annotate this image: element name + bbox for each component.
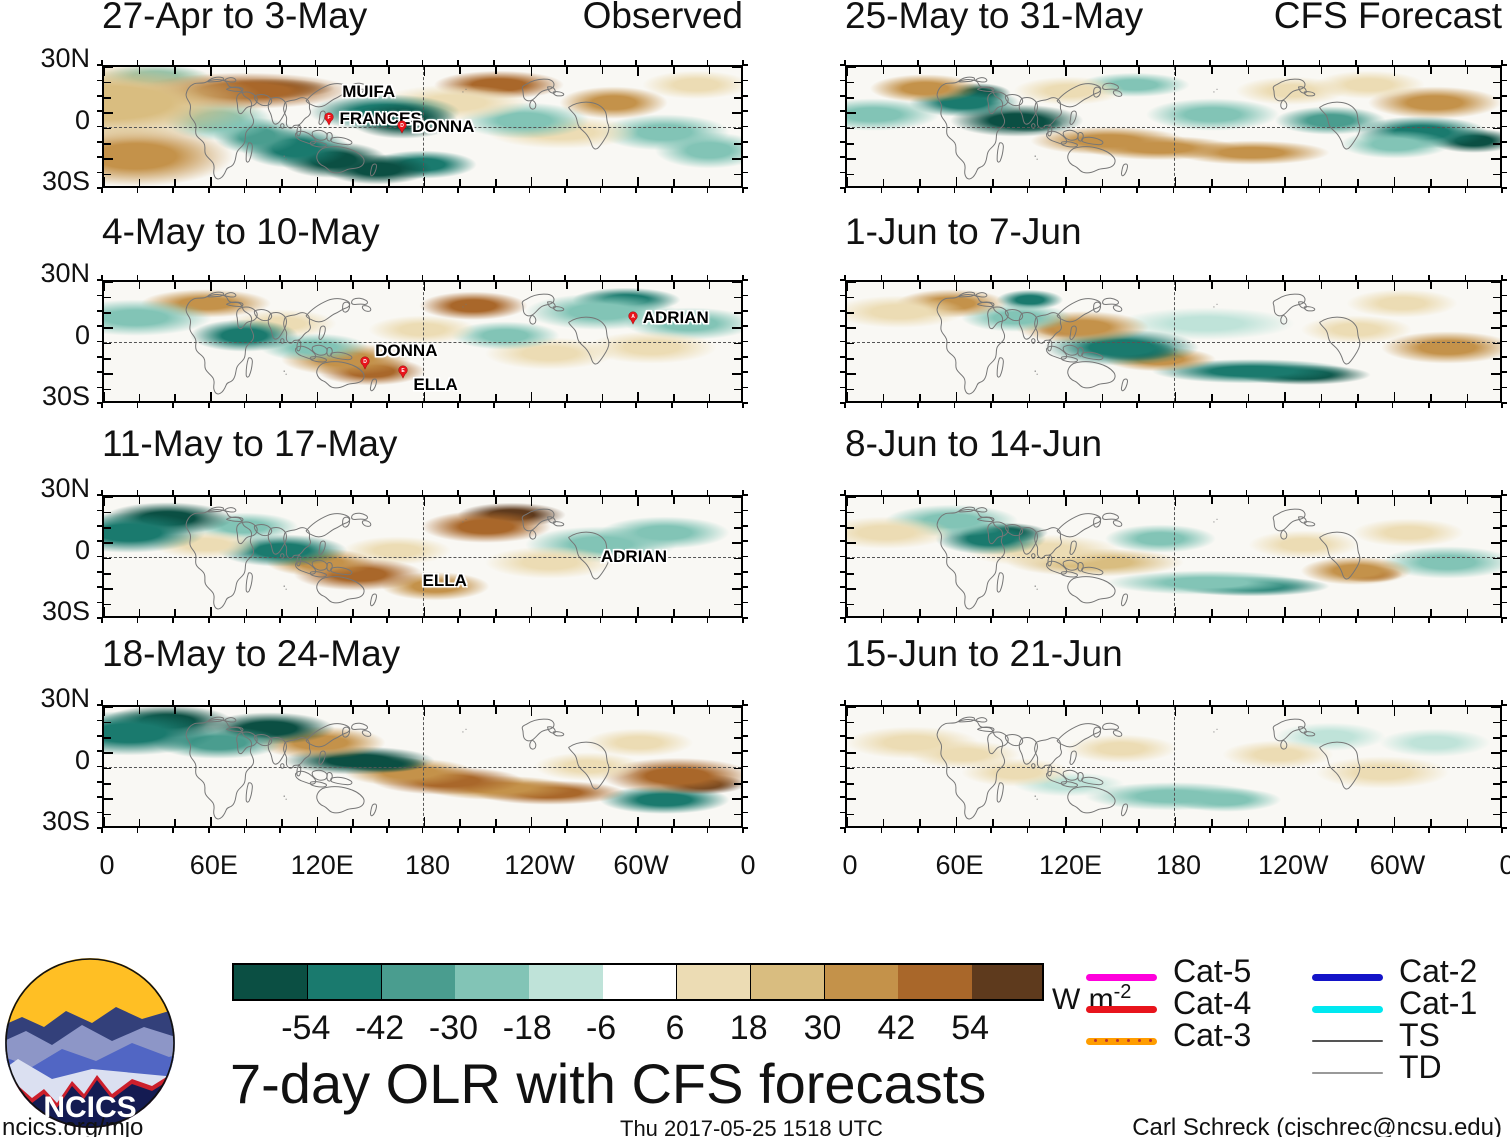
svg-text:F: F (328, 115, 331, 121)
svg-text:D: D (363, 359, 367, 365)
svg-text:D: D (400, 123, 404, 129)
svg-text:A: A (631, 314, 635, 320)
